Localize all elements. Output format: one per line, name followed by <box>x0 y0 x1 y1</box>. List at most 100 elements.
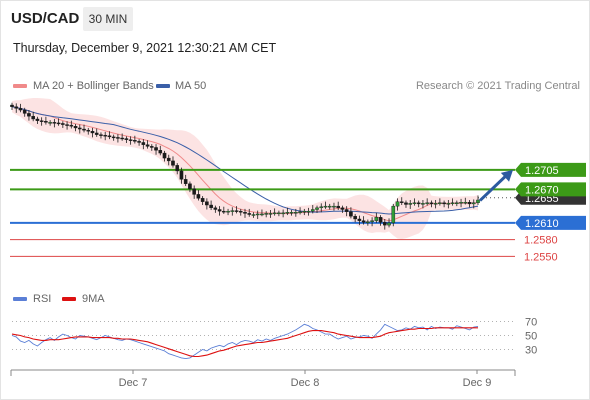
candle-body <box>179 170 184 180</box>
time-tick-label: Dec 8 <box>291 377 320 389</box>
level-flag <box>515 162 586 177</box>
candle <box>120 133 124 141</box>
candle <box>65 121 69 130</box>
candle <box>243 208 247 218</box>
candle <box>294 208 298 217</box>
candle <box>425 198 429 206</box>
candle <box>344 206 349 217</box>
candle <box>61 121 65 128</box>
ma20-swatch <box>13 84 27 88</box>
candle-body <box>171 160 175 166</box>
candle-body <box>289 212 294 214</box>
level-label: 1.2550 <box>524 251 558 263</box>
candle-body <box>137 141 141 143</box>
candle <box>18 103 23 113</box>
candle-body <box>264 213 268 215</box>
candle-body <box>65 124 69 126</box>
candle-body <box>319 206 324 209</box>
level-flag <box>515 182 586 197</box>
candle-body <box>31 115 35 120</box>
ma9-legend-label: 9MA <box>82 293 105 305</box>
candle-body <box>344 209 349 212</box>
candle <box>260 209 264 217</box>
candle-body <box>226 210 230 213</box>
candle <box>467 199 472 208</box>
candle-body <box>260 213 264 216</box>
candle-body <box>336 205 341 209</box>
candle <box>455 200 459 207</box>
candle <box>327 203 332 210</box>
candle-body <box>27 113 31 117</box>
candle-body <box>387 222 391 226</box>
candle-body <box>383 222 387 226</box>
candle <box>416 200 421 208</box>
candle-body <box>285 212 290 214</box>
candle <box>349 207 353 219</box>
candle <box>323 201 328 209</box>
candle-body <box>306 210 311 213</box>
candle <box>298 207 302 215</box>
candle-body <box>429 202 434 205</box>
candle <box>90 127 95 138</box>
candle <box>196 189 201 201</box>
candle <box>128 136 133 145</box>
timeframe-button[interactable]: 30 MIN <box>83 7 133 31</box>
candle <box>166 154 171 166</box>
candle-body <box>124 138 129 140</box>
candle <box>217 206 222 216</box>
candle-body <box>298 211 302 213</box>
candle <box>399 197 404 206</box>
candle-body <box>209 204 213 209</box>
candle-body <box>69 124 74 127</box>
candle-body <box>366 221 370 223</box>
candle <box>103 131 107 141</box>
level-label: 1.2610 <box>525 218 559 230</box>
candle-body <box>327 205 332 208</box>
candle <box>86 127 91 135</box>
rsi-tick-label: 70 <box>525 317 537 329</box>
candle-body <box>230 210 235 212</box>
candle-body <box>238 210 243 213</box>
candle-body <box>52 122 57 124</box>
candle-body <box>378 217 383 223</box>
candle-body <box>158 150 163 154</box>
candle <box>39 117 44 126</box>
candle-body <box>442 202 446 205</box>
chart-datetime: Thursday, December 9, 2021 12:30:21 AM C… <box>13 41 277 55</box>
candle-body <box>14 106 19 109</box>
candles <box>10 102 480 230</box>
rsi-legend-label: RSI <box>33 293 52 305</box>
candle-body <box>357 218 362 221</box>
rsi-tick-label: 50 <box>525 331 537 343</box>
candle-body <box>73 126 78 129</box>
ma20-legend-label: MA 20 + Bollinger Bands <box>33 80 154 92</box>
candle-body <box>370 220 374 222</box>
candle <box>463 197 468 205</box>
candle <box>137 139 141 146</box>
candle-body <box>188 183 192 190</box>
candle <box>209 200 213 211</box>
candle-body <box>213 207 218 210</box>
candle-body <box>395 201 400 207</box>
candle-body <box>99 134 103 136</box>
candle <box>162 150 167 162</box>
candle-body <box>281 212 285 215</box>
candle <box>205 198 209 210</box>
candle-body <box>315 207 319 210</box>
candle <box>387 218 391 228</box>
candle <box>471 199 476 209</box>
candle-body <box>192 188 196 195</box>
candle <box>44 116 48 125</box>
candle <box>450 198 455 206</box>
candle <box>179 167 184 184</box>
ma50-line <box>11 106 479 215</box>
candle-body <box>222 210 226 213</box>
candle-body <box>408 203 413 205</box>
candle <box>306 207 311 216</box>
candle <box>158 145 163 156</box>
candle <box>391 203 396 227</box>
candle-body <box>455 202 459 204</box>
candle-body <box>154 147 158 151</box>
candle-body <box>175 165 180 172</box>
